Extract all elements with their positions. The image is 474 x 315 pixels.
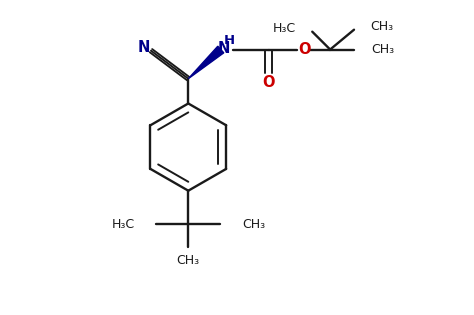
Polygon shape bbox=[188, 46, 224, 79]
Text: CH₃: CH₃ bbox=[370, 20, 393, 33]
Text: N: N bbox=[138, 40, 150, 55]
Text: CH₃: CH₃ bbox=[371, 43, 394, 56]
Text: O: O bbox=[298, 42, 310, 57]
Text: H: H bbox=[224, 34, 235, 47]
Text: N: N bbox=[218, 41, 230, 56]
Text: H₃C: H₃C bbox=[111, 218, 135, 231]
Text: O: O bbox=[262, 75, 275, 90]
Text: CH₃: CH₃ bbox=[177, 254, 200, 266]
Text: H₃C: H₃C bbox=[273, 22, 296, 35]
Text: CH₃: CH₃ bbox=[242, 218, 265, 231]
